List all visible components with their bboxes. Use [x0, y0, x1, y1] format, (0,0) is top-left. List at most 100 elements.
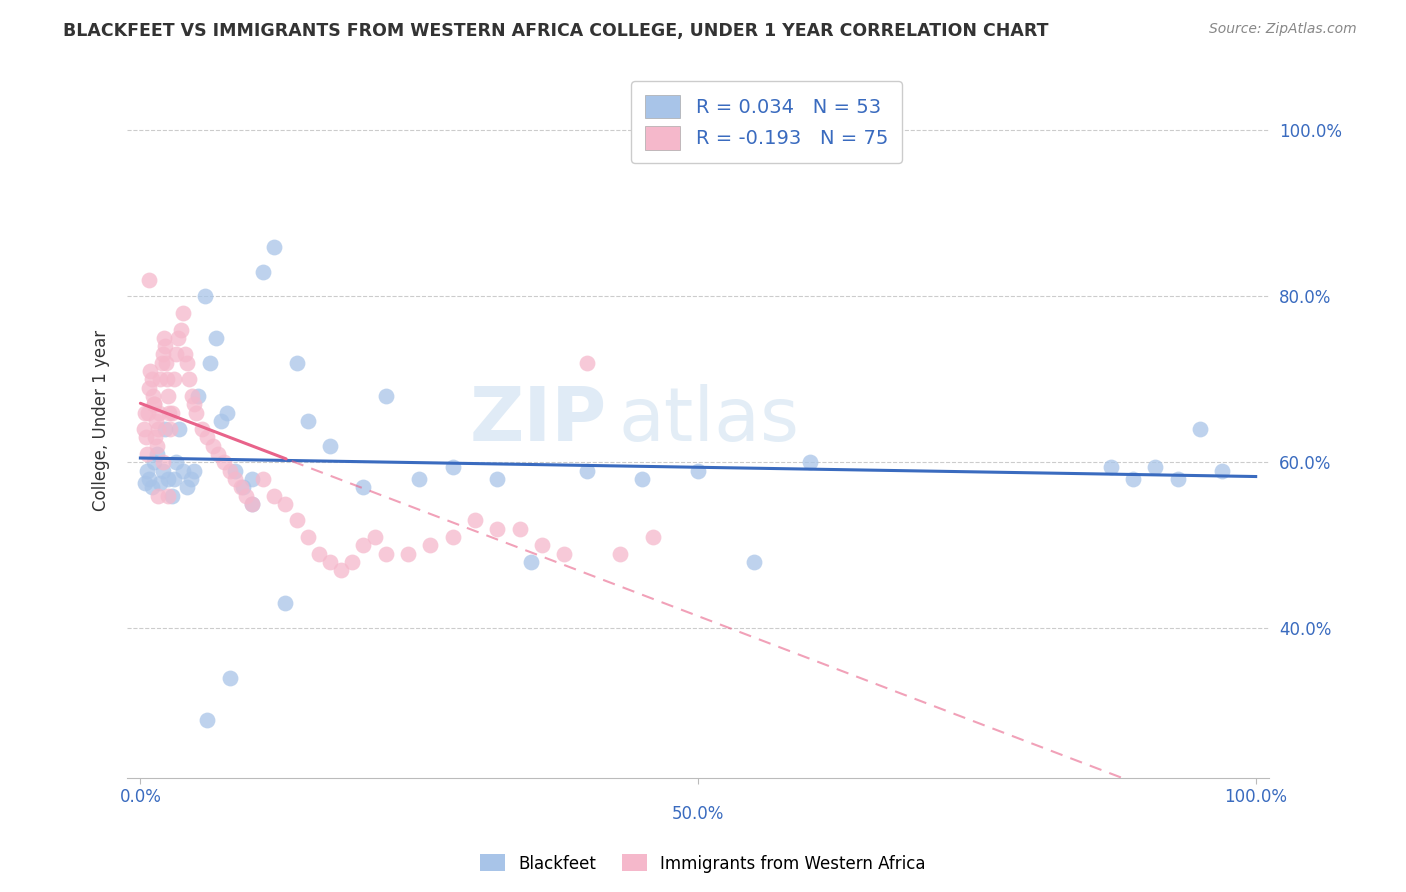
Point — [134, 406, 156, 420]
Point — [363, 530, 385, 544]
Point — [148, 489, 170, 503]
Point — [167, 331, 190, 345]
Point — [530, 538, 553, 552]
Point — [169, 422, 191, 436]
Point — [575, 356, 598, 370]
Point — [195, 713, 218, 727]
Point — [609, 547, 631, 561]
Point — [319, 439, 342, 453]
Point — [148, 422, 170, 436]
Point — [142, 389, 165, 403]
Point — [263, 239, 285, 253]
Point — [408, 472, 430, 486]
Point — [330, 563, 353, 577]
Point — [285, 513, 308, 527]
Point — [172, 464, 194, 478]
Point — [195, 430, 218, 444]
Point — [156, 372, 179, 386]
Point — [201, 439, 224, 453]
Point — [553, 547, 575, 561]
Legend: Blackfeet, Immigrants from Western Africa: Blackfeet, Immigrants from Western Afric… — [474, 847, 932, 880]
Point — [342, 555, 364, 569]
Text: BLACKFEET VS IMMIGRANTS FROM WESTERN AFRICA COLLEGE, UNDER 1 YEAR CORRELATION CH: BLACKFEET VS IMMIGRANTS FROM WESTERN AFR… — [63, 22, 1049, 40]
Text: 50.0%: 50.0% — [672, 805, 724, 823]
Point — [218, 671, 240, 685]
Point — [486, 472, 509, 486]
Point — [198, 356, 221, 370]
Point — [1188, 422, 1211, 436]
Point — [138, 273, 160, 287]
Point — [240, 497, 263, 511]
Y-axis label: College, Under 1 year: College, Under 1 year — [93, 330, 110, 511]
Point — [163, 372, 186, 386]
Point — [319, 555, 342, 569]
Point — [308, 547, 330, 561]
Point — [153, 339, 176, 353]
Point — [464, 513, 486, 527]
Point — [419, 538, 441, 552]
Point — [207, 447, 229, 461]
Point — [686, 464, 709, 478]
Point — [374, 389, 396, 403]
Point — [190, 422, 212, 436]
Point — [142, 455, 165, 469]
Point — [152, 455, 174, 469]
Point — [1211, 464, 1233, 478]
Point — [135, 430, 157, 444]
Point — [160, 489, 183, 503]
Point — [139, 364, 162, 378]
Point — [240, 472, 263, 486]
Point — [148, 406, 170, 420]
Point — [742, 555, 765, 569]
Point — [157, 472, 180, 486]
Point — [285, 356, 308, 370]
Point — [1167, 472, 1189, 486]
Point — [799, 455, 821, 469]
Point — [1099, 459, 1122, 474]
Point — [153, 422, 176, 436]
Point — [396, 547, 419, 561]
Point — [183, 397, 205, 411]
Point — [441, 530, 464, 544]
Point — [486, 522, 509, 536]
Text: Source: ZipAtlas.com: Source: ZipAtlas.com — [1209, 22, 1357, 37]
Point — [180, 389, 202, 403]
Text: ZIP: ZIP — [470, 384, 606, 458]
Point — [157, 489, 180, 503]
Point — [136, 447, 159, 461]
Point — [174, 347, 197, 361]
Point — [141, 372, 163, 386]
Point — [176, 356, 198, 370]
Point — [145, 414, 167, 428]
Point — [297, 530, 319, 544]
Point — [1144, 459, 1167, 474]
Point — [575, 464, 598, 478]
Point — [176, 480, 198, 494]
Point — [165, 347, 187, 361]
Point — [157, 389, 180, 403]
Point — [232, 480, 254, 494]
Point — [252, 472, 274, 486]
Point — [152, 347, 174, 361]
Point — [235, 489, 257, 503]
Point — [155, 356, 177, 370]
Point — [179, 372, 201, 386]
Point — [252, 264, 274, 278]
Point — [205, 331, 228, 345]
Point — [134, 476, 156, 491]
Point — [142, 397, 165, 411]
Point — [142, 397, 165, 411]
Point — [163, 472, 186, 486]
Point — [352, 480, 374, 494]
Point — [631, 472, 654, 486]
Point — [149, 476, 172, 491]
Point — [146, 439, 169, 453]
Point — [519, 555, 541, 569]
Point — [141, 480, 163, 494]
Point — [194, 289, 217, 303]
Point — [138, 381, 160, 395]
Point — [224, 472, 246, 486]
Point — [157, 406, 180, 420]
Point — [186, 406, 208, 420]
Point — [229, 480, 252, 494]
